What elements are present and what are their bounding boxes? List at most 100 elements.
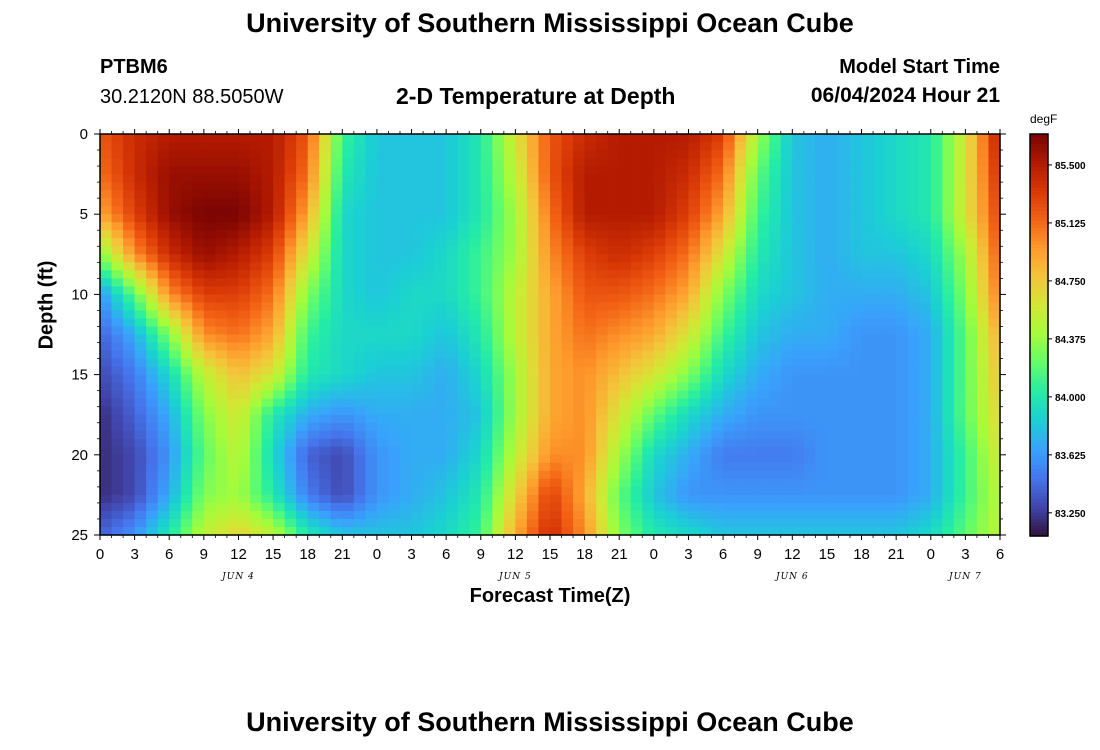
heatmap-cell — [734, 390, 747, 400]
heatmap-cell — [365, 366, 378, 376]
heatmap-cell — [538, 350, 551, 360]
heatmap-cell — [607, 494, 620, 504]
heatmap-cell — [215, 286, 228, 295]
heatmap-cell — [711, 222, 724, 231]
heatmap-cell — [434, 166, 447, 175]
heatmap-cell — [192, 190, 205, 199]
heatmap-cell — [192, 294, 205, 304]
heatmap-cell — [769, 286, 782, 295]
heatmap-cell — [503, 158, 516, 167]
heatmap-cell — [123, 526, 136, 536]
heatmap-cell — [169, 454, 182, 464]
heatmap-cell — [400, 334, 413, 344]
heatmap-cell — [146, 406, 159, 416]
heatmap-cell — [284, 182, 297, 191]
heatmap-cell — [238, 198, 251, 207]
heatmap-cell — [192, 134, 205, 143]
heatmap-cell — [896, 446, 909, 456]
heatmap-cell — [838, 302, 851, 312]
heatmap-cell — [192, 206, 205, 215]
heatmap-cell — [134, 334, 147, 344]
heatmap-cell — [550, 142, 563, 151]
heatmap-cell — [423, 310, 436, 320]
heatmap-cell — [596, 430, 609, 440]
heatmap-cell — [953, 254, 966, 263]
heatmap-cell — [700, 438, 713, 448]
heatmap-cell — [803, 326, 816, 336]
heatmap-cell — [769, 358, 782, 368]
heatmap-cell — [250, 398, 263, 408]
heatmap-cell — [861, 222, 874, 231]
heatmap-cell — [423, 398, 436, 408]
heatmap-cell — [203, 278, 216, 287]
heatmap-cell — [826, 198, 840, 207]
heatmap-cell — [480, 486, 493, 496]
heatmap-cell — [423, 462, 436, 472]
heatmap-cell — [446, 358, 459, 368]
heatmap-cell — [561, 166, 574, 175]
colorbar-segment — [1030, 335, 1048, 339]
heatmap-cell — [630, 390, 643, 400]
heatmap-cell — [596, 174, 609, 183]
heatmap-cell — [480, 382, 493, 392]
heatmap-cell — [757, 310, 770, 320]
heatmap-cell — [319, 214, 332, 223]
heatmap-cell — [411, 302, 424, 312]
heatmap-cell — [757, 414, 770, 424]
heatmap-cell — [446, 174, 459, 183]
heatmap-cell — [976, 246, 990, 255]
heatmap-cell — [157, 230, 170, 239]
heatmap-cell — [353, 462, 366, 472]
heatmap-cell — [342, 502, 355, 512]
heatmap-cell — [688, 526, 701, 536]
heatmap-cell — [123, 214, 136, 223]
heatmap-cell — [365, 310, 378, 320]
heatmap-cell — [330, 190, 343, 199]
heatmap-cell — [884, 446, 897, 456]
heatmap-cell — [376, 374, 390, 384]
heatmap-cell — [780, 486, 793, 496]
heatmap-cell — [746, 286, 759, 295]
heatmap-cell — [850, 494, 863, 504]
heatmap-cell — [400, 510, 413, 520]
heatmap-cell — [226, 142, 240, 151]
heatmap-cell — [365, 454, 378, 464]
heatmap-cell — [123, 238, 136, 247]
heatmap-cell — [896, 382, 909, 392]
heatmap-cell — [630, 142, 643, 151]
heatmap-cell — [342, 358, 355, 368]
heatmap-cell — [480, 150, 493, 159]
heatmap-cell — [273, 366, 286, 376]
heatmap-cell — [861, 342, 874, 352]
heatmap-cell — [469, 230, 482, 239]
heatmap-cell — [619, 206, 632, 215]
heatmap-cell — [353, 214, 366, 223]
heatmap-cell — [619, 158, 632, 167]
heatmap-cell — [330, 486, 343, 496]
heatmap-cell — [803, 454, 816, 464]
heatmap-cell — [261, 494, 274, 504]
heatmap-cell — [584, 502, 597, 512]
heatmap-cell — [400, 150, 413, 159]
heatmap-cell — [700, 510, 713, 520]
heatmap-cell — [330, 238, 343, 247]
heatmap-cell — [423, 438, 436, 448]
heatmap-cell — [261, 150, 274, 159]
heatmap-cell — [353, 486, 366, 496]
heatmap-cell — [757, 518, 770, 528]
heatmap-cell — [896, 358, 909, 368]
heatmap-cell — [861, 374, 874, 384]
heatmap-cell — [573, 302, 586, 312]
heatmap-cell — [665, 302, 678, 312]
heatmap-cell — [896, 414, 909, 424]
heatmap-cell — [757, 166, 770, 175]
heatmap-cell — [746, 470, 759, 480]
colorbar-segment — [1030, 291, 1048, 296]
heatmap-cell — [469, 366, 482, 376]
heatmap-cell — [723, 462, 736, 472]
heatmap-cell — [469, 406, 482, 416]
heatmap-cell — [907, 342, 920, 352]
heatmap-cell — [538, 414, 551, 424]
heatmap-cell — [919, 198, 932, 207]
heatmap-cell — [607, 222, 620, 231]
